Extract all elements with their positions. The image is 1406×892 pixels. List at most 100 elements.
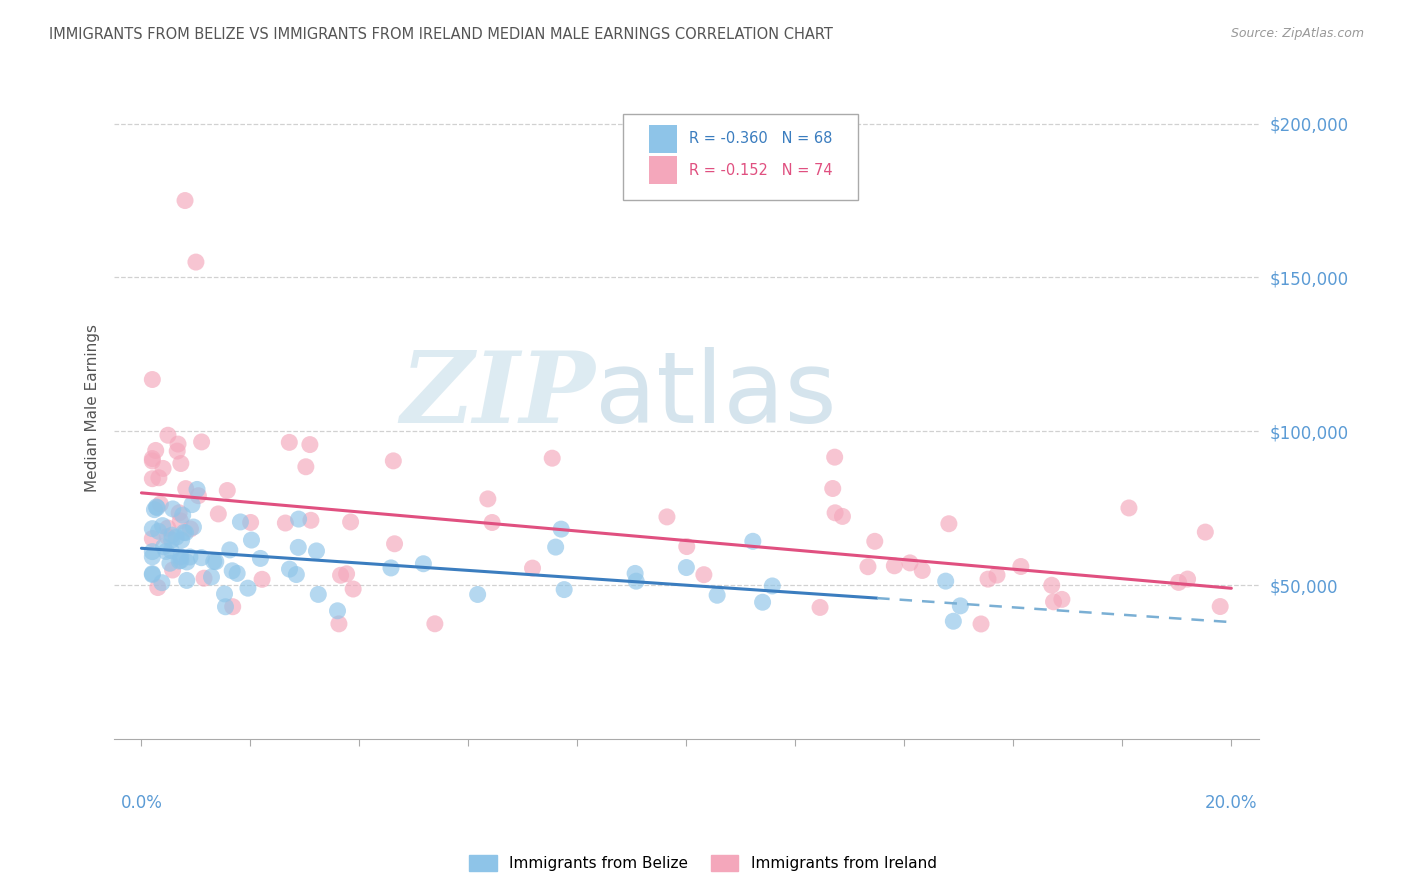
Point — [160, 543, 183, 558]
Point — [207, 507, 229, 521]
Point — [183, 520, 205, 534]
Point — [200, 570, 222, 584]
Point — [218, 542, 240, 557]
Point — [186, 483, 208, 497]
Point — [412, 557, 434, 571]
Point — [159, 556, 181, 570]
Point — [141, 454, 163, 468]
Point — [150, 575, 173, 590]
Point — [977, 572, 1000, 586]
Point — [550, 522, 572, 536]
Bar — [648, 156, 678, 184]
Point — [145, 443, 167, 458]
Point — [156, 530, 179, 544]
Point — [221, 564, 243, 578]
Text: ZIP: ZIP — [399, 347, 595, 443]
Point — [236, 581, 259, 595]
Point — [229, 515, 252, 529]
Point — [307, 587, 329, 601]
Point — [141, 451, 163, 466]
Point — [1167, 575, 1189, 590]
Point — [541, 451, 564, 466]
Point — [911, 564, 934, 578]
Point — [285, 567, 308, 582]
Point — [146, 581, 169, 595]
Point — [481, 516, 503, 530]
Point — [970, 617, 993, 632]
Point — [145, 500, 167, 514]
Point — [278, 562, 301, 576]
Point — [423, 616, 446, 631]
Point — [172, 508, 194, 523]
Point — [342, 582, 364, 596]
Point — [170, 549, 193, 564]
Point — [204, 555, 226, 569]
Point — [148, 471, 170, 485]
Point — [146, 500, 169, 515]
Point — [1118, 500, 1140, 515]
Point — [856, 559, 879, 574]
Point — [174, 194, 197, 208]
Text: 20.0%: 20.0% — [1205, 795, 1257, 813]
Point — [152, 518, 174, 533]
Point — [190, 550, 212, 565]
Point — [624, 574, 647, 589]
FancyBboxPatch shape — [623, 114, 858, 200]
Point — [1209, 599, 1232, 614]
Point — [675, 540, 697, 554]
Point — [160, 528, 183, 542]
Point — [170, 553, 193, 567]
Point — [176, 555, 198, 569]
Point — [336, 566, 359, 581]
Point — [160, 533, 183, 547]
Point — [883, 558, 905, 573]
Point — [326, 604, 349, 618]
Point — [278, 435, 301, 450]
Point — [938, 516, 960, 531]
Point — [477, 491, 499, 506]
Point — [181, 498, 204, 512]
Point — [156, 428, 179, 442]
Point — [184, 255, 207, 269]
Point — [214, 599, 236, 614]
Point — [155, 544, 177, 558]
Point — [173, 525, 195, 540]
Point — [162, 563, 184, 577]
Point — [898, 556, 921, 570]
Point — [141, 544, 163, 558]
Point — [143, 502, 166, 516]
Legend: Immigrants from Belize, Immigrants from Ireland: Immigrants from Belize, Immigrants from … — [463, 849, 943, 877]
Point — [751, 595, 773, 609]
Point — [141, 567, 163, 582]
Point — [152, 461, 174, 475]
Point — [174, 482, 197, 496]
Point — [141, 566, 163, 581]
Point — [384, 537, 406, 551]
Point — [141, 549, 163, 564]
Point — [328, 616, 350, 631]
Point — [761, 579, 783, 593]
Point — [226, 566, 249, 581]
Point — [170, 457, 193, 471]
Point — [675, 560, 697, 574]
Point — [187, 489, 209, 503]
Point — [170, 533, 193, 548]
Point — [166, 444, 188, 458]
Point — [467, 587, 489, 601]
Point — [624, 566, 647, 581]
Point — [217, 483, 239, 498]
Point — [167, 506, 190, 520]
Point — [141, 522, 163, 536]
Text: IMMIGRANTS FROM BELIZE VS IMMIGRANTS FROM IRELAND MEDIAN MALE EARNINGS CORRELATI: IMMIGRANTS FROM BELIZE VS IMMIGRANTS FRO… — [49, 27, 834, 42]
Point — [141, 372, 163, 386]
Point — [305, 544, 328, 558]
Point — [1042, 595, 1064, 609]
Point — [655, 509, 678, 524]
Point — [382, 454, 405, 468]
Point — [249, 551, 271, 566]
Bar — [648, 125, 678, 153]
Point — [174, 525, 197, 540]
Point — [169, 514, 191, 528]
Point — [831, 509, 853, 524]
Point — [693, 567, 716, 582]
